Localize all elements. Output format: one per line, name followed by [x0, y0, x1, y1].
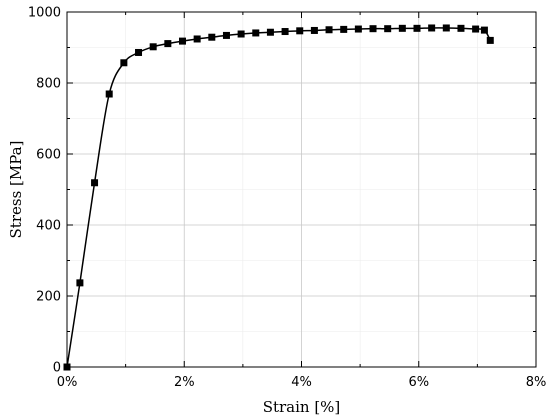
data-point-marker: [149, 43, 157, 51]
data-point-marker: [442, 24, 450, 32]
y-tick-label: 1000: [28, 6, 61, 21]
data-point-marker: [413, 24, 421, 32]
data-point-marker: [178, 37, 186, 45]
data-point-marker: [193, 35, 201, 43]
data-point-marker: [310, 26, 318, 34]
y-tick-label: 800: [36, 77, 61, 92]
data-point-marker: [480, 26, 488, 34]
data-point-marker: [384, 25, 392, 33]
grid: [67, 12, 536, 367]
data-point-marker: [120, 59, 128, 67]
data-point-marker: [428, 24, 436, 32]
data-point-marker: [281, 28, 289, 36]
y-tick-label: 400: [36, 219, 61, 234]
data-point-marker: [266, 28, 274, 36]
y-tick-label: 600: [36, 148, 61, 163]
data-point-marker: [208, 33, 216, 41]
data-point-marker: [237, 30, 245, 38]
data-point-marker: [486, 36, 494, 44]
x-axis-title: Strain [%]: [263, 398, 341, 416]
data-point-marker: [457, 24, 465, 32]
data-point-marker: [398, 24, 406, 32]
plot-frame: [66, 11, 537, 368]
data-point-marker: [472, 25, 480, 33]
series-line: [66, 27, 491, 368]
data-point-marker: [296, 27, 304, 35]
data-point-marker: [135, 48, 143, 56]
series-markers: [63, 24, 494, 371]
x-tick-label: 0%: [57, 375, 78, 390]
data-point-marker: [354, 25, 362, 33]
y-tick-label: 200: [36, 290, 61, 305]
y-axis-title: Stress [MPa]: [7, 141, 25, 239]
x-tick-label: 4%: [291, 375, 312, 390]
data-point-marker: [252, 29, 260, 37]
data-point-marker: [164, 40, 172, 48]
data-point-marker: [340, 25, 348, 33]
y-tick-label: 0: [53, 361, 61, 376]
x-tick-label: 8%: [526, 375, 547, 390]
x-tick-label: 2%: [174, 375, 195, 390]
x-tick-label: 6%: [408, 375, 429, 390]
data-point-marker: [76, 279, 84, 287]
data-point-marker: [91, 179, 99, 187]
data-point-marker: [369, 25, 377, 33]
data-point-marker: [105, 90, 113, 98]
data-point-marker: [222, 31, 230, 39]
data-point-marker: [325, 26, 333, 34]
tick-labels: 0% 2% 4% 6% 8% 0 200 400 600 800 1000: [28, 6, 546, 391]
